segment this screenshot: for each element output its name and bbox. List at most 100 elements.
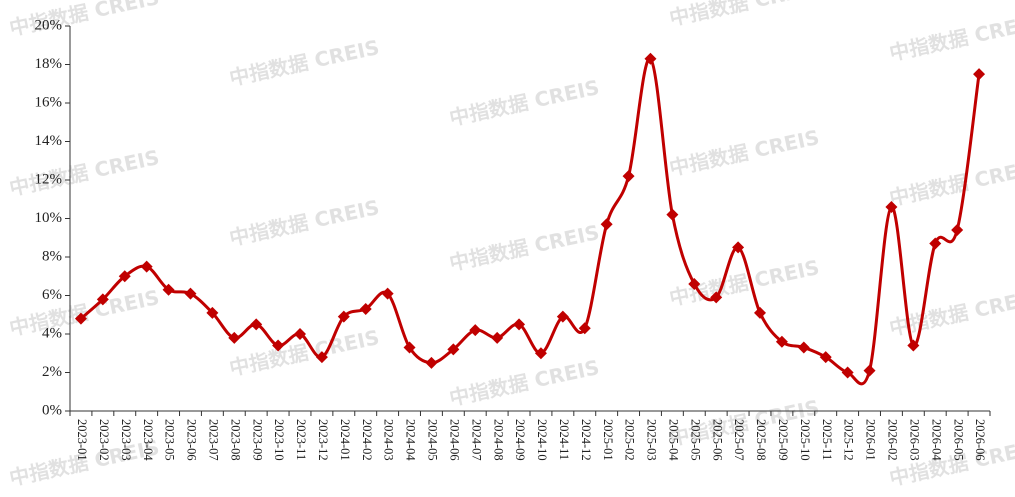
data-point [644,52,657,65]
watermark: 中指数据 CREIS [887,435,1015,490]
x-tick-label: 2024-10 [535,419,549,461]
data-point [907,339,920,352]
x-tick-label: 2024-05 [426,419,440,461]
data-point [578,322,591,335]
data-point [710,291,723,304]
y-tick-label: 18% [35,56,63,72]
y-tick-label: 16% [35,94,63,110]
data-point [513,318,526,331]
x-tick-label: 2026-03 [907,419,921,461]
data-point [688,277,701,290]
x-tick-label: 2025-04 [667,419,681,461]
data-point [140,260,153,273]
data-point [359,302,372,315]
data-point [337,310,350,323]
data-point [403,341,416,354]
x-tick-label: 2024-09 [513,419,527,461]
data-point [315,351,328,364]
watermark: 中指数据 CREIS [667,125,821,180]
x-tick-label: 2023-06 [185,419,199,461]
y-tick-label: 2% [42,364,62,380]
x-tick-label: 2024-01 [338,419,352,461]
x-tick-label: 2025-02 [623,419,637,461]
watermark: 中指数据 CREIS [7,145,161,200]
watermark: 中指数据 CREIS [447,220,601,275]
x-tick-label: 2025-12 [842,419,856,461]
data-point [841,366,854,379]
data-point [469,324,482,337]
data-point [775,335,788,348]
x-tick-label: 2023-02 [97,419,111,461]
data-point [228,331,241,344]
x-tick-label: 2024-11 [557,419,571,460]
data-point [885,200,898,213]
x-tick-label: 2023-05 [163,419,177,461]
data-point [622,170,635,183]
x-tick-label: 2025-03 [645,419,659,461]
watermark: 中指数据 CREIS [887,155,1015,210]
x-tick-label: 2026-06 [973,419,987,461]
x-tick-label: 2026-05 [951,419,965,461]
data-point [491,331,504,344]
x-tick-label: 2023-03 [119,419,133,461]
data-point [272,339,285,352]
watermark: 中指数据 CREIS [227,35,381,90]
y-tick-label: 4% [42,325,62,341]
data-point [951,224,964,237]
x-tick-label: 2023-09 [250,419,264,461]
x-tick-label: 2023-01 [75,419,89,461]
data-point [425,356,438,369]
data-point [294,328,306,340]
y-tick-label: 14% [35,133,63,149]
x-tick-label: 2024-04 [404,419,418,461]
x-tick-label: 2025-08 [754,419,768,461]
data-point [96,293,109,306]
x-tick-label: 2023-12 [316,419,330,461]
x-tick-label: 2025-09 [776,419,790,461]
data-point [666,208,679,221]
data-point [381,287,394,300]
x-tick-label: 2023-07 [207,419,221,461]
data-point [184,287,197,300]
x-tick-label: 2024-03 [382,419,396,461]
x-tick-label: 2024-02 [360,419,374,461]
data-point [863,364,876,377]
series-line [79,57,981,386]
data-point [754,306,766,319]
watermark: 中指数据 CREIS [447,75,601,130]
x-tick-label: 2024-12 [579,419,593,461]
x-tick-label: 2025-05 [688,419,702,461]
y-tick-label: 10% [35,210,63,226]
data-point [74,312,87,325]
y-tick-label: 8% [42,248,62,264]
x-tick-label: 2024-07 [469,419,483,461]
x-tick-label: 2025-06 [710,419,724,461]
watermark: 中指数据 CREIS [227,195,381,250]
x-tick-label: 2025-01 [601,419,615,461]
x-tick-label: 2023-08 [228,419,242,461]
x-tick-label: 2025-07 [732,419,746,461]
watermark: 中指数据 CREIS [7,285,161,340]
x-tick-label: 2023-10 [272,419,286,461]
data-point [162,283,175,296]
data-point [534,347,547,360]
data-point [797,341,810,354]
watermark: 中指数据 CREIS [887,10,1015,65]
y-tick-label: 0% [42,402,62,418]
data-point [250,318,263,331]
y-tick-label: 20% [35,17,63,33]
watermark: 中指数据 CREIS [667,0,821,30]
x-tick-label: 2025-11 [820,419,834,460]
watermark: 中指数据 CREIS [447,355,601,410]
x-tick-label: 2026-02 [886,419,900,461]
y-tick-label: 12% [35,171,63,187]
x-tick-label: 2024-06 [447,419,461,461]
data-point [118,270,131,283]
watermark: 中指数据 CREIS [7,0,161,40]
data-point [732,241,745,254]
x-tick-label: 2023-11 [294,419,308,460]
data-point [206,306,219,319]
y-tick-label: 6% [42,287,62,303]
data-point [600,218,613,231]
